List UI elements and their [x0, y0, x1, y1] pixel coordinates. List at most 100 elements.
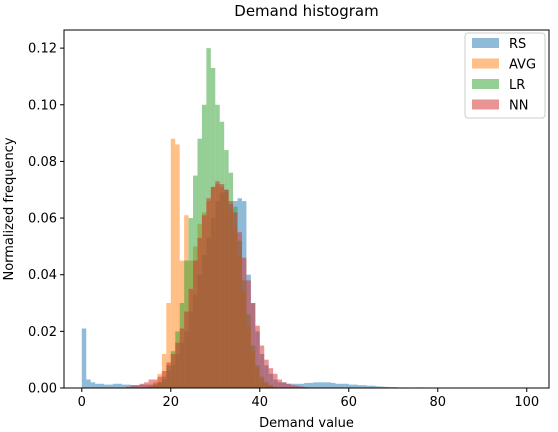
bars-layer: [81, 48, 425, 389]
bar-rs-56: [330, 382, 336, 388]
y-tick-label-1: 0.02: [28, 325, 57, 340]
bar-rs-60: [348, 384, 354, 388]
bar-nn-29: [210, 186, 216, 388]
x-tick-label-100: 100: [514, 395, 539, 410]
bar-nn-13: [139, 383, 145, 388]
bar-nn-16: [152, 379, 158, 388]
y-tick-label-6: 0.12: [28, 42, 57, 57]
bar-rs-3: [95, 383, 100, 388]
bar-nn-35: [237, 232, 242, 388]
bar-nn-36: [241, 257, 247, 388]
bar-rs-57: [335, 383, 340, 388]
y-tick-label-5: 0.10: [28, 98, 57, 113]
bar-rs-66: [375, 386, 380, 388]
bar-nn-46: [286, 383, 291, 388]
x-axis-label: Demand value: [259, 416, 354, 431]
bar-rs-7: [112, 383, 118, 388]
bar-nn-30: [215, 181, 220, 388]
legend-box: [464, 32, 546, 119]
bar-rs-59: [344, 383, 349, 388]
bar-nn-41: [264, 359, 269, 388]
bar-nn-48: [295, 385, 300, 388]
y-tick-label-3: 0.06: [28, 212, 57, 227]
bar-avg-21: [175, 144, 180, 388]
bar-nn-24: [188, 288, 194, 388]
y-tick-label-0: 0.00: [28, 382, 57, 397]
plot-frame: [63, 29, 550, 389]
bar-rs-55: [326, 382, 331, 388]
bar-nn-45: [282, 382, 287, 388]
bar-rs-50: [304, 382, 309, 388]
x-tick-label-40: 40: [252, 395, 269, 410]
bar-nn-40: [259, 345, 265, 388]
y-tick-label-4: 0.08: [28, 155, 57, 170]
x-tick-label-60: 60: [340, 395, 357, 410]
legend-label-lr: LR: [509, 78, 525, 93]
bar-nn-11: [130, 385, 136, 388]
bar-rs-2: [90, 382, 96, 388]
y-axis-label: Normalized frequency: [2, 137, 17, 280]
x-tick-label-0: 0: [78, 395, 86, 410]
legend-swatch-rs: [472, 38, 499, 48]
bar-nn-37: [246, 280, 251, 388]
bar-nn-31: [219, 184, 225, 388]
bar-rs-4: [99, 383, 105, 388]
bar-nn-34: [233, 212, 238, 388]
bar-nn-42: [268, 368, 274, 388]
bar-nn-33: [228, 201, 234, 388]
x-axis: 0 20 40 60 80 100: [78, 388, 539, 410]
legend-swatch-avg: [472, 58, 499, 69]
bar-nn-17: [157, 376, 162, 388]
bar-nn-12: [135, 385, 140, 388]
bar-rs-68: [384, 386, 389, 388]
bar-rs-58: [339, 383, 345, 388]
bar-nn-26: [197, 237, 202, 388]
bar-nn-44: [277, 379, 283, 388]
bar-nn-10: [126, 386, 131, 388]
bar-rs-63: [362, 385, 367, 388]
bar-rs-53: [317, 382, 323, 388]
legend-swatch-nn: [472, 99, 499, 110]
bar-rs-51: [308, 382, 314, 388]
y-axis: 0.00 0.02 0.04 0.06 0.08 0.10 0.12: [28, 42, 64, 397]
bar-avg-20: [170, 138, 176, 388]
bar-nn-43: [273, 373, 278, 388]
bar-rs-61: [353, 384, 358, 388]
bar-nn-18: [161, 371, 167, 388]
bar-rs-0: [81, 328, 87, 388]
bar-nn-22: [179, 328, 185, 388]
bar-nn-23: [184, 311, 189, 388]
bar-rs-6: [108, 384, 113, 388]
bar-rs-8: [117, 383, 122, 388]
bar-nn-28: [206, 198, 211, 388]
bar-rs-49: [299, 383, 305, 388]
x-tick-label-80: 80: [429, 395, 446, 410]
x-tick-label-20: 20: [163, 395, 180, 410]
bar-nn-32: [224, 189, 229, 388]
bar-nn-25: [193, 260, 198, 388]
bar-nn-49: [299, 386, 305, 388]
bar-rs-1: [86, 379, 91, 388]
y-tick-label-2: 0.04: [28, 268, 57, 283]
bar-rs-65: [371, 385, 376, 388]
bar-nn-39: [255, 325, 260, 388]
series-nn: [126, 181, 309, 388]
bar-nn-15: [148, 379, 153, 388]
bar-rs-52: [313, 382, 318, 388]
bar-nn-14: [144, 382, 149, 388]
bar-rs-54: [322, 382, 327, 388]
bar-nn-47: [290, 385, 296, 388]
bar-nn-38: [250, 303, 256, 388]
bar-rs-62: [357, 385, 363, 388]
chart-title: Demand histogram: [234, 2, 378, 20]
bar-nn-20: [170, 354, 176, 388]
bar-nn-27: [201, 215, 207, 388]
legend-label-nn: NN: [509, 99, 528, 114]
bar-avg-19: [166, 303, 171, 388]
legend: RS AVG LR NN: [464, 32, 546, 119]
bar-rs-9: [121, 384, 127, 388]
bar-rs-10: [126, 384, 131, 388]
bar-rs-64: [366, 385, 372, 388]
legend-label-avg: AVG: [509, 58, 536, 73]
